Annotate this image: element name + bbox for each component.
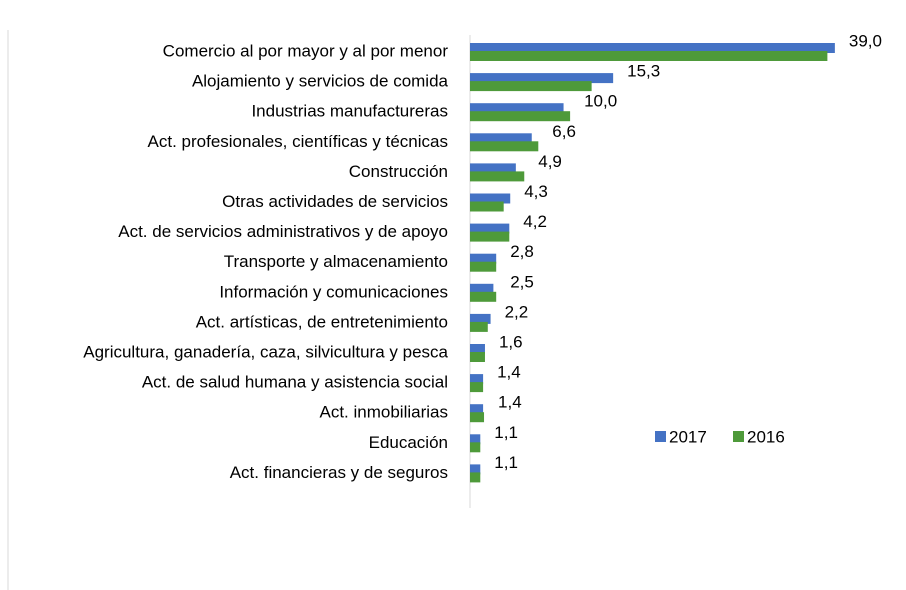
bar xyxy=(470,51,828,61)
category-label: Información y comunicaciones xyxy=(219,282,448,301)
value-label: 2,2 xyxy=(505,302,529,321)
category-label: Otras actividades de servicios xyxy=(222,192,448,211)
bar xyxy=(470,313,491,324)
value-label: 4,9 xyxy=(538,152,562,171)
category-label: Construcción xyxy=(349,162,448,181)
category-label: Educación xyxy=(369,433,448,452)
bar xyxy=(470,374,484,385)
category-label: Alojamiento y servicios de comida xyxy=(192,72,449,91)
category-label: Act. profesionales, científicas y técnic… xyxy=(148,132,448,151)
value-label: 6,6 xyxy=(552,122,576,141)
legend-swatch xyxy=(655,431,666,442)
bar xyxy=(470,321,488,332)
bar xyxy=(470,412,485,423)
bar xyxy=(470,171,525,182)
bar xyxy=(470,231,510,242)
bar xyxy=(470,111,571,122)
bar xyxy=(470,81,592,92)
bar xyxy=(470,404,484,415)
category-label: Act. de servicios administrativos y de a… xyxy=(118,222,448,241)
value-label: 1,1 xyxy=(494,453,518,472)
category-label: Act. financieras y de seguros xyxy=(230,463,448,482)
bar xyxy=(470,464,481,475)
category-label: Agricultura, ganadería, caza, silvicultu… xyxy=(83,342,448,361)
bar xyxy=(470,201,504,212)
bar xyxy=(470,434,481,445)
bar xyxy=(470,472,481,483)
bar xyxy=(470,73,614,84)
bar xyxy=(470,141,539,152)
bar xyxy=(470,291,497,302)
bar xyxy=(470,103,564,114)
legend-swatch xyxy=(733,431,744,442)
value-label: 2,5 xyxy=(510,272,534,291)
bar xyxy=(470,253,497,264)
value-label: 10,0 xyxy=(584,92,617,111)
bar xyxy=(470,43,835,53)
value-label: 1,1 xyxy=(494,423,518,442)
bar xyxy=(470,193,511,204)
bar xyxy=(470,382,484,393)
legend-label: 2017 xyxy=(669,427,707,446)
bar xyxy=(470,223,510,234)
category-label: Transporte y almacenamiento xyxy=(224,252,448,271)
value-label: 39,0 xyxy=(849,31,882,50)
value-label: 15,3 xyxy=(627,62,660,81)
value-label: 2,8 xyxy=(510,242,534,261)
value-label: 1,4 xyxy=(498,393,522,412)
value-label: 1,4 xyxy=(497,363,521,382)
bar xyxy=(470,163,516,174)
category-label: Comercio al por mayor y al por menor xyxy=(163,41,449,60)
bar xyxy=(470,133,532,144)
bar xyxy=(470,344,485,354)
category-label: Act. inmobiliarias xyxy=(320,403,449,422)
value-label: 4,3 xyxy=(524,182,548,201)
category-label: Act. artísticas, de entretenimiento xyxy=(196,312,448,331)
value-label: 1,6 xyxy=(499,332,523,351)
category-label: Industrias manufactureras xyxy=(251,102,448,121)
bar xyxy=(470,442,481,453)
bar xyxy=(470,261,497,272)
bar xyxy=(470,352,485,362)
category-label: Act. de salud humana y asistencia social xyxy=(142,373,448,392)
legend-label: 2016 xyxy=(747,427,785,446)
bar xyxy=(470,283,494,294)
value-label: 4,2 xyxy=(523,212,547,231)
